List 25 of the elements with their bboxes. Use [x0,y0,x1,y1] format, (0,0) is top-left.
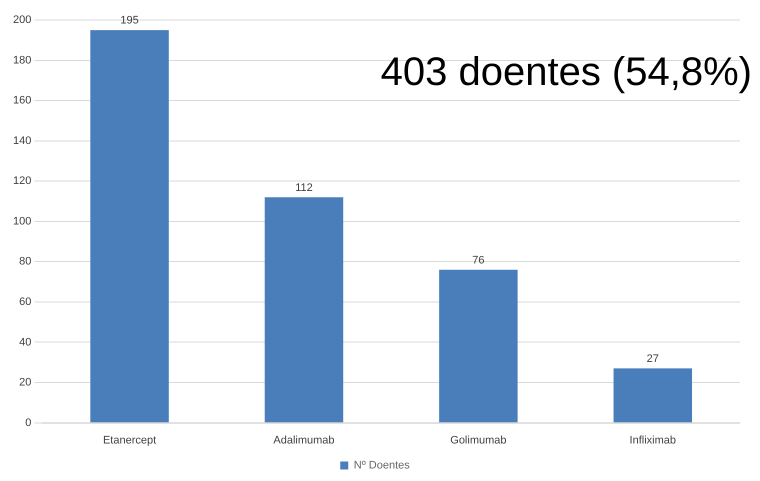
y-tick-label: 200 [12,14,32,26]
x-tick-label: Etanercept [102,434,156,446]
x-tick-label: Golimumab [450,434,507,446]
y-tick-label: 140 [12,134,32,147]
bar [614,368,692,422]
y-tick-label: 20 [19,376,32,389]
bar [90,30,169,422]
legend-label: Nº Doentes [354,460,410,472]
y-tick-label: 60 [19,296,32,308]
x-tick-label: Infliximab [630,434,676,446]
data-label: 76 [472,254,485,266]
y-tick-label: 80 [19,256,32,268]
y-tick-label: 120 [12,175,32,188]
data-label: 112 [295,182,313,194]
y-tick-label: 100 [12,215,32,228]
y-tick-label: 160 [12,94,32,107]
y-tick-label: 40 [19,336,32,348]
x-tick-label: Adalimumab [273,434,335,446]
data-label: 27 [646,352,659,365]
bar [439,270,518,422]
y-tick-label: 0 [25,416,32,429]
data-label: 195 [120,14,139,27]
y-tick-label: 180 [12,54,32,66]
bar [264,197,344,422]
annotation: 403 doentes (54,8%) [380,50,752,95]
